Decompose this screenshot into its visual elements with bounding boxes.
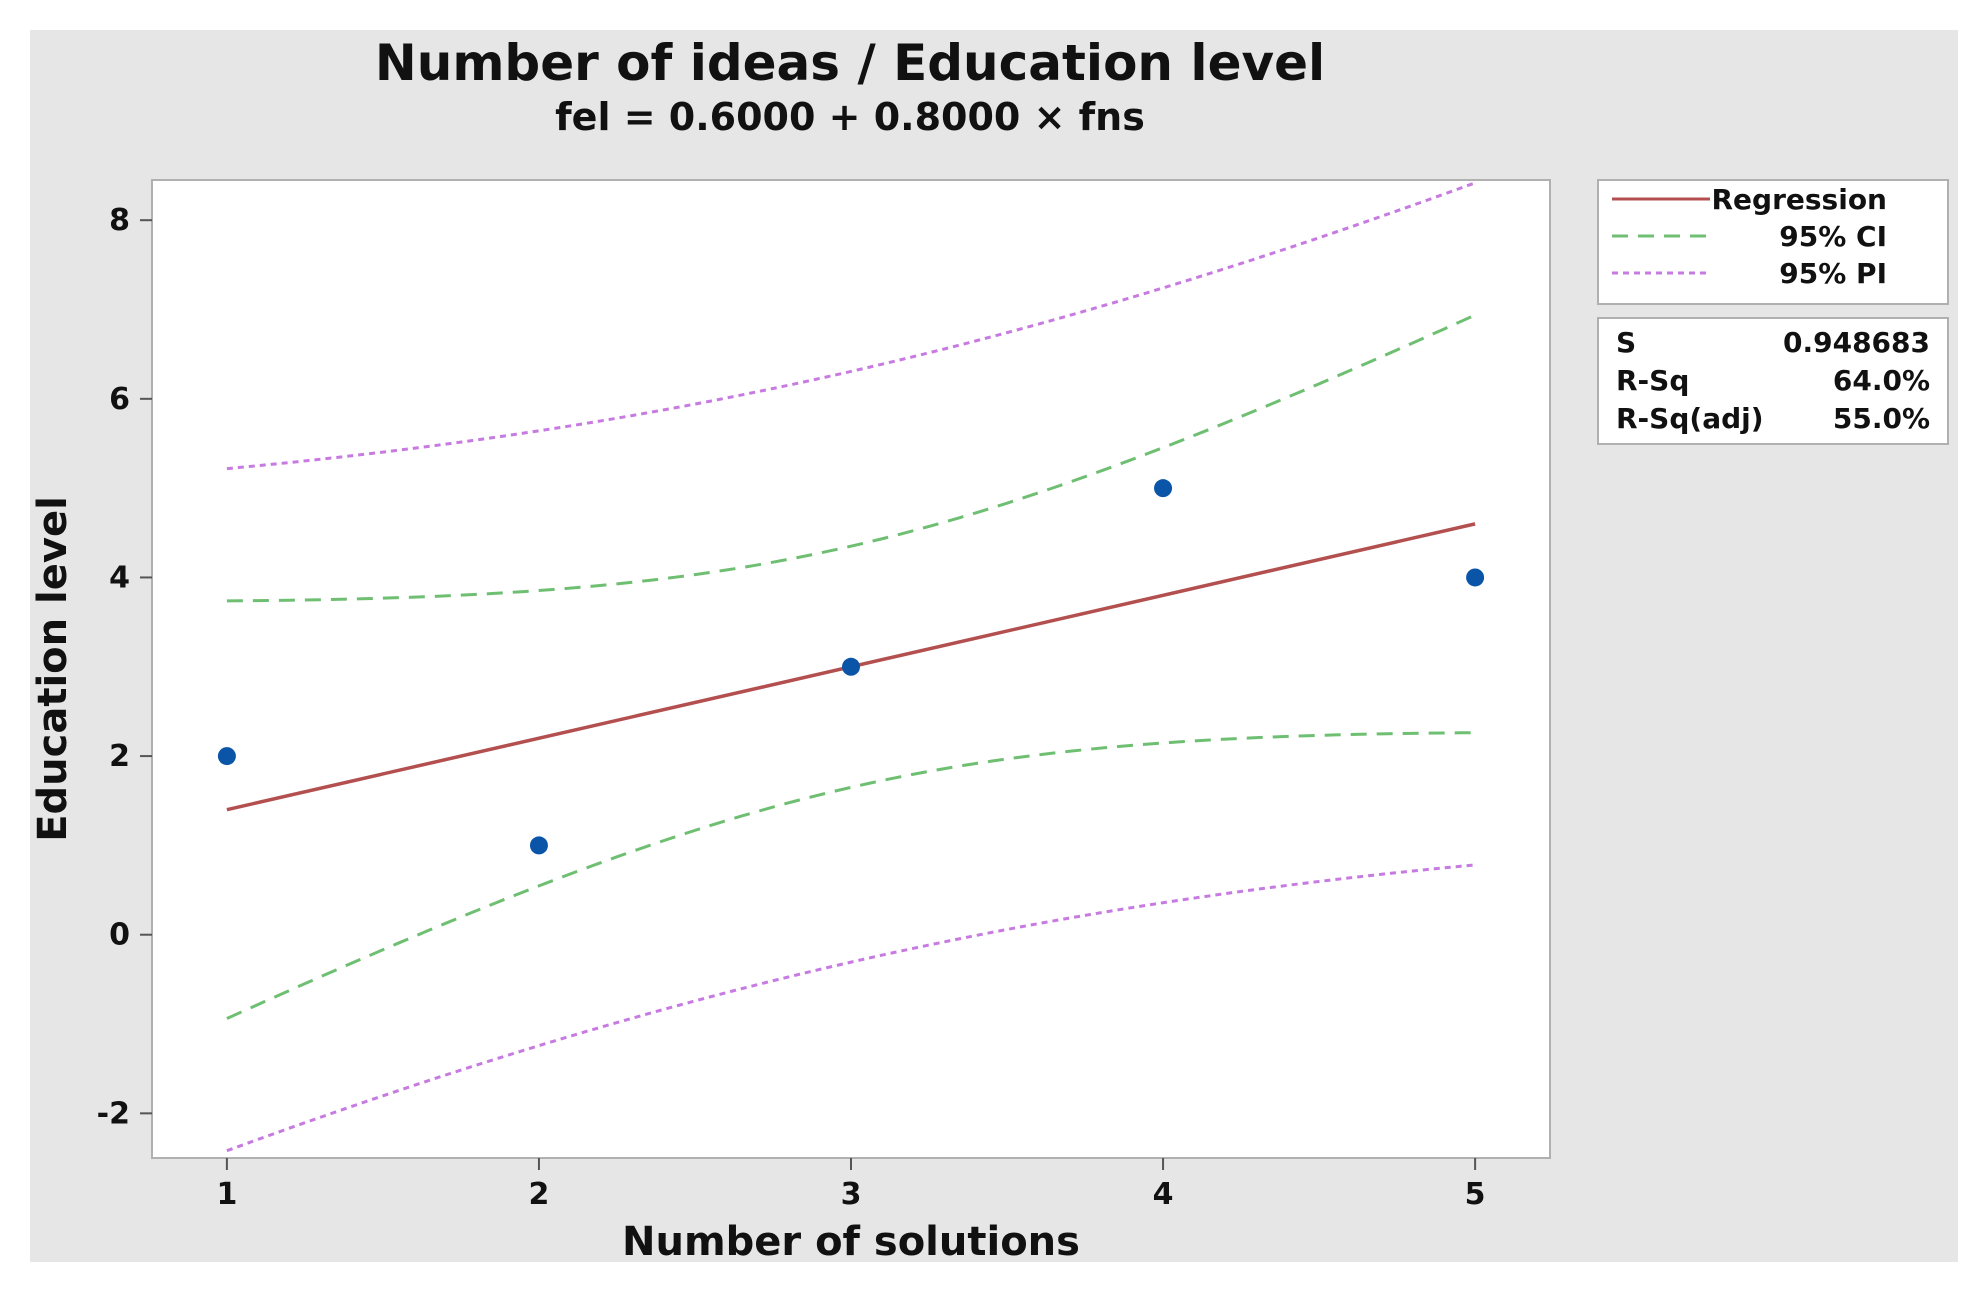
pi-upper-line [226,181,1476,471]
x-tick-label: 5 [1465,1177,1486,1212]
legend-label: Regression [1712,183,1888,216]
data-point [217,747,236,766]
y-axis-label: Education level [30,496,76,842]
x-tick-label: 4 [1153,1177,1174,1212]
legend-label: 95% CI [1779,220,1887,253]
chart-title: Number of ideas / Education level [375,34,1325,92]
pi-lower-line [226,863,1476,1153]
stats-box: S 0.948683 R-Sq 64.0% R-Sq(adj) 55.0% [1597,317,1949,445]
stat-name: R-Sq [1616,364,1689,397]
data-points [217,479,1485,855]
data-point [842,657,860,676]
stat-value: 55.0% [1833,402,1930,435]
stat-value: 64.0% [1833,364,1930,397]
y-tick-label: -2 [97,1096,130,1131]
ci-upper-line [226,313,1476,603]
stat-name: S [1616,326,1636,359]
y-tick-label: 0 [109,918,130,953]
y-tick-label: 6 [109,382,130,417]
y-tick-label: 2 [109,739,130,774]
interval-bands [226,181,1476,1153]
data-point [1154,479,1173,498]
x-tick-label: 2 [529,1177,550,1212]
stat-name: R-Sq(adj) [1616,402,1764,435]
legend: Regression 95% CI 95% PI [1597,179,1949,305]
data-point [1466,568,1485,587]
stats-box-frame [1597,317,1949,445]
x-axis-label: Number of solutions [622,1219,1080,1265]
data-point [529,836,548,855]
x-axis: 1 2 3 4 5 [216,1158,1486,1212]
legend-box [1597,179,1949,305]
y-axis: -2 0 2 4 6 8 [97,203,152,1131]
legend-items: Regression 95% CI 95% PI [1612,183,1887,290]
x-tick-label: 1 [216,1177,237,1212]
stat-value: 0.948683 [1783,326,1930,359]
y-tick-label: 8 [109,203,130,238]
y-tick-label: 4 [109,560,130,595]
x-tick-label: 3 [841,1177,862,1212]
chart-subtitle: fel = 0.6000 + 0.8000 × fns [555,95,1145,139]
legend-label: 95% PI [1779,257,1887,290]
stats-items: S 0.948683 R-Sq 64.0% R-Sq(adj) 55.0% [1616,326,1930,435]
